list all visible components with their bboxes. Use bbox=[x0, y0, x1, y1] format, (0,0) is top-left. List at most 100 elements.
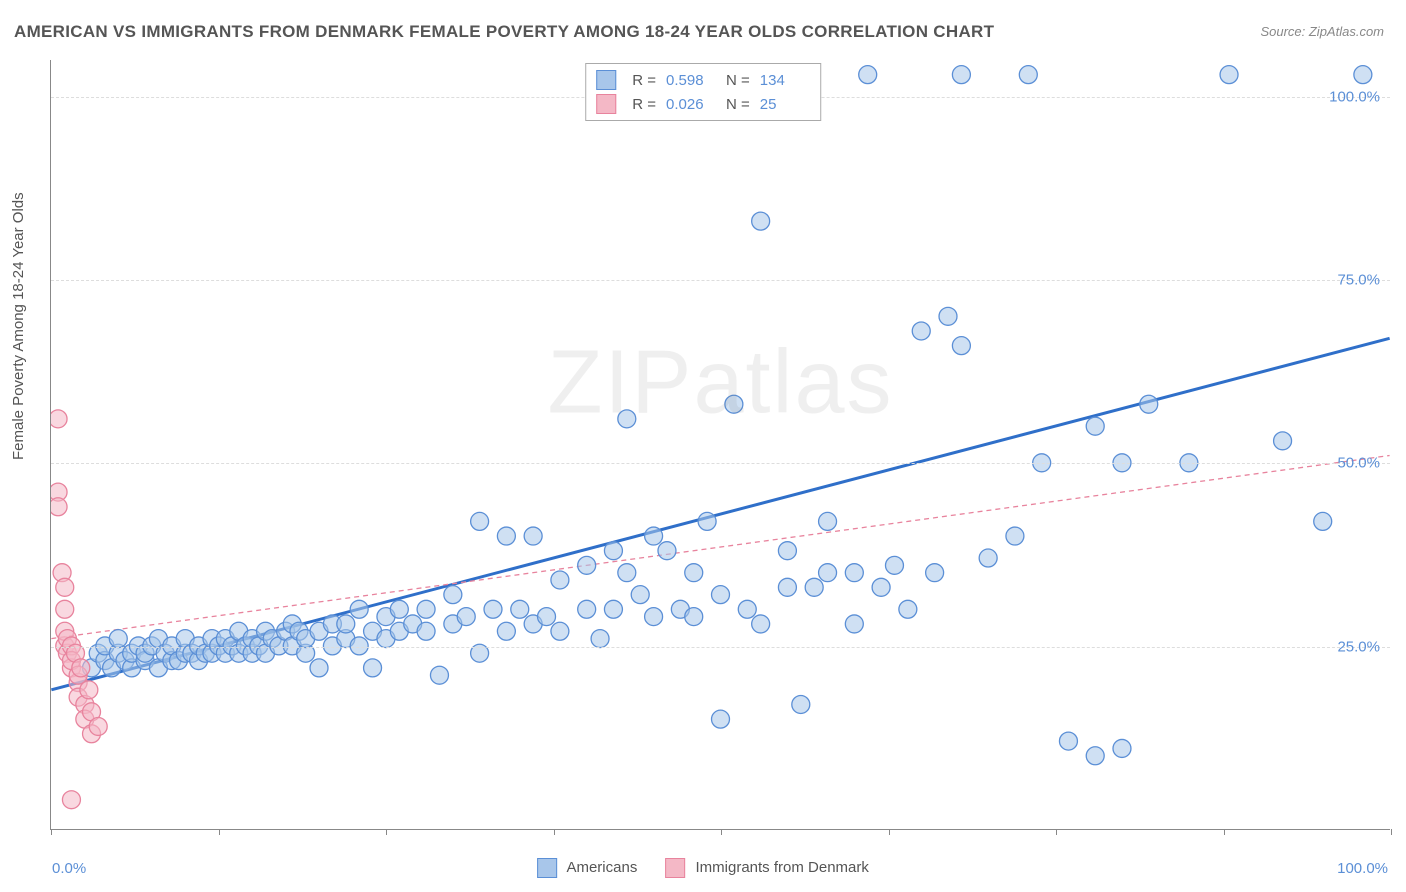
n-label: N = bbox=[726, 72, 750, 89]
data-point bbox=[1059, 732, 1077, 750]
legend-swatch-icon bbox=[537, 858, 557, 878]
data-point bbox=[471, 512, 489, 530]
data-point bbox=[417, 622, 435, 640]
data-point bbox=[778, 578, 796, 596]
data-point bbox=[310, 659, 328, 677]
data-point bbox=[1113, 739, 1131, 757]
x-axis-min-label: 0.0% bbox=[52, 860, 86, 877]
x-axis-max-label: 100.0% bbox=[1337, 860, 1388, 877]
source-attribution: Source: ZipAtlas.com bbox=[1260, 24, 1384, 39]
data-point bbox=[51, 410, 67, 428]
data-point bbox=[80, 681, 98, 699]
data-point bbox=[109, 630, 127, 648]
data-point bbox=[712, 710, 730, 728]
x-tick bbox=[721, 829, 722, 835]
data-point bbox=[926, 564, 944, 582]
r-label: R = bbox=[632, 72, 656, 89]
data-point bbox=[952, 66, 970, 84]
data-point bbox=[591, 630, 609, 648]
data-point bbox=[62, 791, 80, 809]
data-point bbox=[604, 600, 622, 618]
n-value-denmark: 25 bbox=[760, 96, 810, 113]
correlation-legend: R = 0.598 N = 134 R = 0.026 N = 25 bbox=[585, 63, 821, 121]
data-point bbox=[1086, 417, 1104, 435]
y-tick-label: 25.0% bbox=[1337, 638, 1380, 655]
data-point bbox=[658, 542, 676, 560]
data-point bbox=[939, 307, 957, 325]
data-point bbox=[511, 600, 529, 618]
y-tick-label: 75.0% bbox=[1337, 272, 1380, 289]
data-point bbox=[859, 66, 877, 84]
n-label: N = bbox=[726, 96, 750, 113]
data-point bbox=[56, 578, 74, 596]
data-point bbox=[698, 512, 716, 530]
data-point bbox=[1274, 432, 1292, 450]
data-point bbox=[819, 564, 837, 582]
data-point bbox=[712, 586, 730, 604]
data-point bbox=[952, 337, 970, 355]
legend-label: Americans bbox=[566, 859, 637, 876]
data-point bbox=[578, 556, 596, 574]
x-tick bbox=[219, 829, 220, 835]
legend-swatch-denmark bbox=[596, 94, 616, 114]
x-tick bbox=[554, 829, 555, 835]
y-axis-label: Female Poverty Among 18-24 Year Olds bbox=[10, 192, 27, 460]
x-tick bbox=[386, 829, 387, 835]
y-tick-label: 100.0% bbox=[1329, 88, 1380, 105]
x-tick bbox=[1224, 829, 1225, 835]
x-tick bbox=[889, 829, 890, 835]
legend-label: Immigrants from Denmark bbox=[696, 859, 869, 876]
data-point bbox=[551, 571, 569, 589]
data-point bbox=[364, 659, 382, 677]
r-value-americans: 0.598 bbox=[666, 72, 716, 89]
series-legend: Americans Immigrants from Denmark bbox=[537, 858, 869, 878]
x-tick bbox=[51, 829, 52, 835]
legend-item-denmark: Immigrants from Denmark bbox=[665, 858, 869, 878]
legend-item-americans: Americans bbox=[537, 858, 637, 878]
data-point bbox=[805, 578, 823, 596]
data-point bbox=[337, 615, 355, 633]
legend-row-americans: R = 0.598 N = 134 bbox=[596, 68, 810, 92]
data-point bbox=[417, 600, 435, 618]
data-point bbox=[845, 615, 863, 633]
legend-row-denmark: R = 0.026 N = 25 bbox=[596, 92, 810, 116]
data-point bbox=[645, 608, 663, 626]
gridline bbox=[51, 647, 1390, 648]
trend-line bbox=[51, 455, 1389, 638]
data-point bbox=[752, 615, 770, 633]
data-point bbox=[979, 549, 997, 567]
data-point bbox=[497, 622, 515, 640]
data-point bbox=[538, 608, 556, 626]
data-point bbox=[792, 696, 810, 714]
data-point bbox=[484, 600, 502, 618]
data-point bbox=[1314, 512, 1332, 530]
data-point bbox=[725, 395, 743, 413]
gridline bbox=[51, 280, 1390, 281]
data-point bbox=[912, 322, 930, 340]
data-point bbox=[51, 498, 67, 516]
data-point bbox=[885, 556, 903, 574]
data-point bbox=[899, 600, 917, 618]
data-point bbox=[845, 564, 863, 582]
data-point bbox=[72, 659, 90, 677]
data-point bbox=[497, 527, 515, 545]
chart-title: AMERICAN VS IMMIGRANTS FROM DENMARK FEMA… bbox=[14, 22, 994, 42]
data-point bbox=[350, 600, 368, 618]
data-point bbox=[1006, 527, 1024, 545]
gridline bbox=[51, 463, 1390, 464]
data-point bbox=[631, 586, 649, 604]
data-point bbox=[390, 600, 408, 618]
data-point bbox=[89, 717, 107, 735]
data-point bbox=[738, 600, 756, 618]
data-point bbox=[645, 527, 663, 545]
data-point bbox=[604, 542, 622, 560]
data-point bbox=[778, 542, 796, 560]
y-tick-label: 50.0% bbox=[1337, 455, 1380, 472]
chart-svg bbox=[51, 60, 1390, 829]
legend-swatch-americans bbox=[596, 70, 616, 90]
data-point bbox=[872, 578, 890, 596]
data-point bbox=[1019, 66, 1037, 84]
r-label: R = bbox=[632, 96, 656, 113]
data-point bbox=[1086, 747, 1104, 765]
data-point bbox=[578, 600, 596, 618]
